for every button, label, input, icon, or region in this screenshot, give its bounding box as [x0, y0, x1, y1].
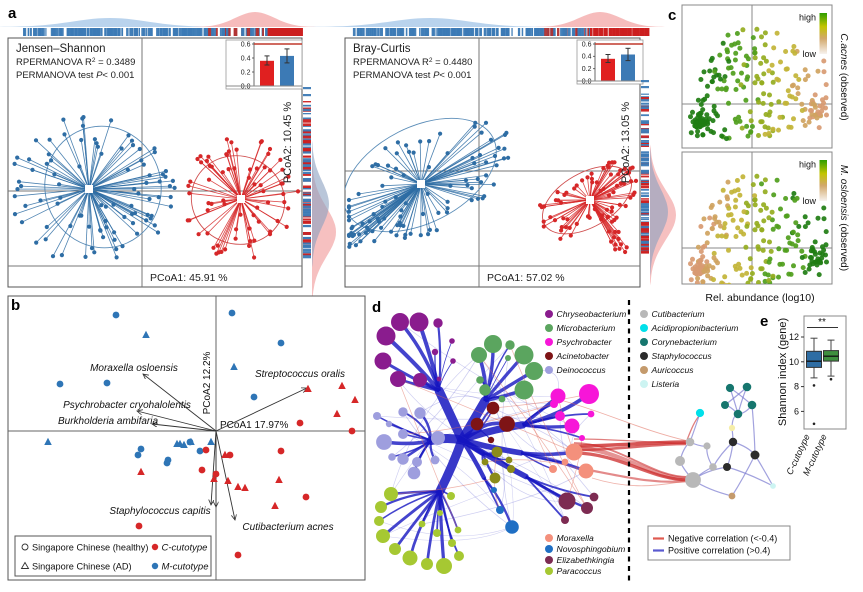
svg-text:Jensen–Shannon: Jensen–Shannon: [16, 43, 106, 55]
svg-text:Acinetobacter: Acinetobacter: [556, 351, 611, 361]
svg-text:12: 12: [789, 332, 799, 342]
svg-text:**: **: [818, 317, 826, 328]
svg-text:8: 8: [794, 382, 799, 392]
svg-text:Negative correlation (<-0.4): Negative correlation (<-0.4): [668, 534, 777, 544]
svg-text:Singapore Chinese (AD): Singapore Chinese (AD): [32, 562, 132, 572]
svg-text:Psychrobacter: Psychrobacter: [557, 337, 613, 347]
svg-text:Chryseobacterium: Chryseobacterium: [557, 309, 627, 319]
svg-text:low: low: [802, 49, 816, 59]
svg-text:0.2: 0.2: [241, 69, 251, 76]
svg-text:Deinococcus: Deinococcus: [557, 365, 607, 375]
svg-text:Bray-Curtis: Bray-Curtis: [353, 43, 411, 55]
svg-text:low: low: [802, 196, 816, 206]
svg-text:6: 6: [794, 406, 799, 416]
svg-text:10: 10: [789, 357, 799, 367]
svg-text:PCoA1: 57.02 %: PCoA1: 57.02 %: [487, 272, 565, 284]
svg-text:PCoA2: 13.05 %: PCoA2: 13.05 %: [620, 102, 632, 184]
svg-text:PCoA1 17.97%: PCoA1 17.97%: [220, 420, 288, 431]
svg-text:a: a: [8, 5, 17, 22]
svg-text:Cutibacterium: Cutibacterium: [652, 309, 705, 319]
svg-text:0.2: 0.2: [582, 66, 592, 73]
svg-text:C.acnes (observed): C.acnes (observed): [838, 33, 849, 120]
svg-text:Novosphingobium: Novosphingobium: [557, 544, 626, 554]
svg-text:0.0: 0.0: [241, 83, 251, 90]
svg-text:Rel. abundance (log10): Rel. abundance (log10): [705, 292, 814, 304]
svg-text:Staphylococcus: Staphylococcus: [652, 351, 713, 361]
svg-text:Moraxella osloensis: Moraxella osloensis: [90, 363, 178, 374]
svg-text:e: e: [760, 313, 768, 330]
svg-text:Auricoccus: Auricoccus: [651, 365, 695, 375]
svg-text:Elizabethkingia: Elizabethkingia: [557, 555, 615, 565]
svg-text:Cutibacterium acnes: Cutibacterium acnes: [242, 522, 333, 533]
svg-text:PCoA1: 45.91 %: PCoA1: 45.91 %: [150, 272, 228, 284]
svg-text:Psychrobacter cryohalolentis: Psychrobacter cryohalolentis: [63, 400, 191, 411]
svg-text:0.0: 0.0: [582, 78, 592, 85]
svg-text:Burkholderia ambifaria: Burkholderia ambifaria: [58, 416, 158, 427]
svg-text:Corynebacterium: Corynebacterium: [652, 337, 717, 347]
svg-text:Shannon index (gene): Shannon index (gene): [777, 318, 789, 426]
svg-text:d: d: [372, 299, 381, 316]
svg-text:RPERMANOVA R2 = 0.3489: RPERMANOVA R2 = 0.3489: [16, 57, 135, 68]
svg-text:high: high: [799, 160, 816, 170]
svg-text:c: c: [668, 7, 676, 24]
svg-text:Microbacterium: Microbacterium: [557, 323, 616, 333]
svg-text:Listeria: Listeria: [652, 379, 680, 389]
svg-text:Streptococcus oralis: Streptococcus oralis: [255, 369, 345, 380]
svg-text:PERMANOVA test P< 0.001: PERMANOVA test P< 0.001: [16, 70, 134, 81]
svg-text:PERMANOVA test P< 0.001: PERMANOVA test P< 0.001: [353, 70, 471, 81]
svg-text:RPERMANOVA R2 = 0.4480: RPERMANOVA R2 = 0.4480: [353, 57, 472, 68]
svg-text:Positive correlation (>0.4): Positive correlation (>0.4): [668, 546, 770, 556]
svg-text:high: high: [799, 13, 816, 23]
svg-text:PCoA2 12.2%: PCoA2 12.2%: [202, 351, 213, 414]
svg-text:Moraxella: Moraxella: [557, 533, 594, 543]
svg-text:0.6: 0.6: [582, 41, 592, 48]
svg-text:Paracoccus: Paracoccus: [557, 566, 603, 576]
svg-text:Acidipropionibacterium: Acidipropionibacterium: [651, 323, 739, 333]
svg-text:M-cutotype: M-cutotype: [162, 562, 209, 573]
svg-text:0.4: 0.4: [241, 55, 251, 62]
svg-text:Staphylococcus capitis: Staphylococcus capitis: [109, 506, 210, 517]
svg-text:b: b: [11, 297, 20, 314]
svg-text:C-cutotype: C-cutotype: [162, 543, 208, 554]
svg-text:M. osloensis (observed): M. osloensis (observed): [838, 165, 849, 271]
svg-text:PCoA2: 10.45 %: PCoA2: 10.45 %: [282, 102, 294, 184]
svg-text:0.4: 0.4: [582, 54, 592, 61]
svg-text:0.6: 0.6: [241, 41, 251, 48]
svg-text:Singapore Chinese (healthy): Singapore Chinese (healthy): [32, 543, 148, 553]
